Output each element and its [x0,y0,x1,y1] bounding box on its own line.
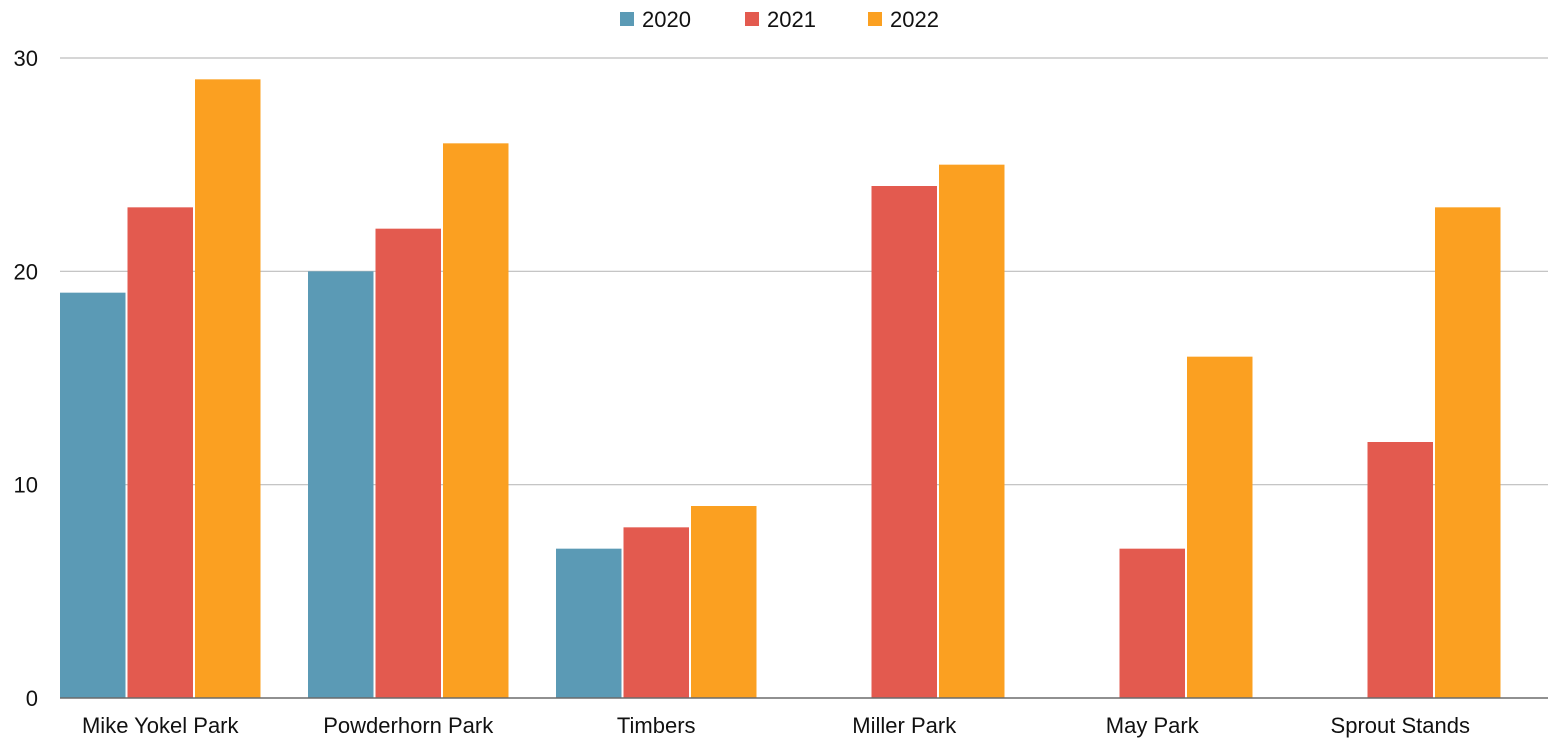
x-category-label: Miller Park [852,713,957,738]
legend-label-2020: 2020 [642,7,691,32]
bars [60,79,1501,699]
x-category-label: Mike Yokel Park [82,713,240,738]
y-tick-label: 0 [26,686,38,711]
y-tick-label: 30 [14,46,38,71]
y-axis-ticks: 0 10 20 30 [14,46,38,711]
x-axis-labels: Mike Yokel Park Powderhorn Park Timbers Mil… [82,713,1470,738]
bar-2021-4 [1119,548,1185,698]
bar-2021-1 [375,228,441,698]
bar-2020-1 [308,271,374,698]
bar-2022-4 [1187,356,1253,698]
x-category-label: Timbers [617,713,696,738]
bar-2021-0 [127,207,193,699]
bar-2021-5 [1367,442,1433,698]
x-category-label: May Park [1106,713,1200,738]
legend-swatch-2021 [745,12,759,26]
bar-2022-1 [443,143,509,699]
bar-2020-2 [556,548,622,698]
x-category-label: Sprout Stands [1331,713,1470,738]
y-tick-label: 10 [14,473,38,498]
legend-label-2022: 2022 [890,7,939,32]
legend-label-2021: 2021 [767,7,816,32]
legend: 2020 2021 2022 [620,7,939,32]
x-category-label: Powderhorn Park [323,713,494,738]
bar-2021-2 [623,527,689,698]
y-tick-label: 20 [14,259,38,284]
legend-swatch-2022 [868,12,882,26]
bar-2022-5 [1435,207,1501,699]
bar-2022-3 [939,164,1005,698]
bar-2021-3 [871,186,937,698]
bar-2022-0 [195,79,261,699]
legend-swatch-2020 [620,12,634,26]
gridlines [60,57,1548,486]
bar-2022-2 [691,506,757,698]
bar-2020-0 [60,292,126,698]
